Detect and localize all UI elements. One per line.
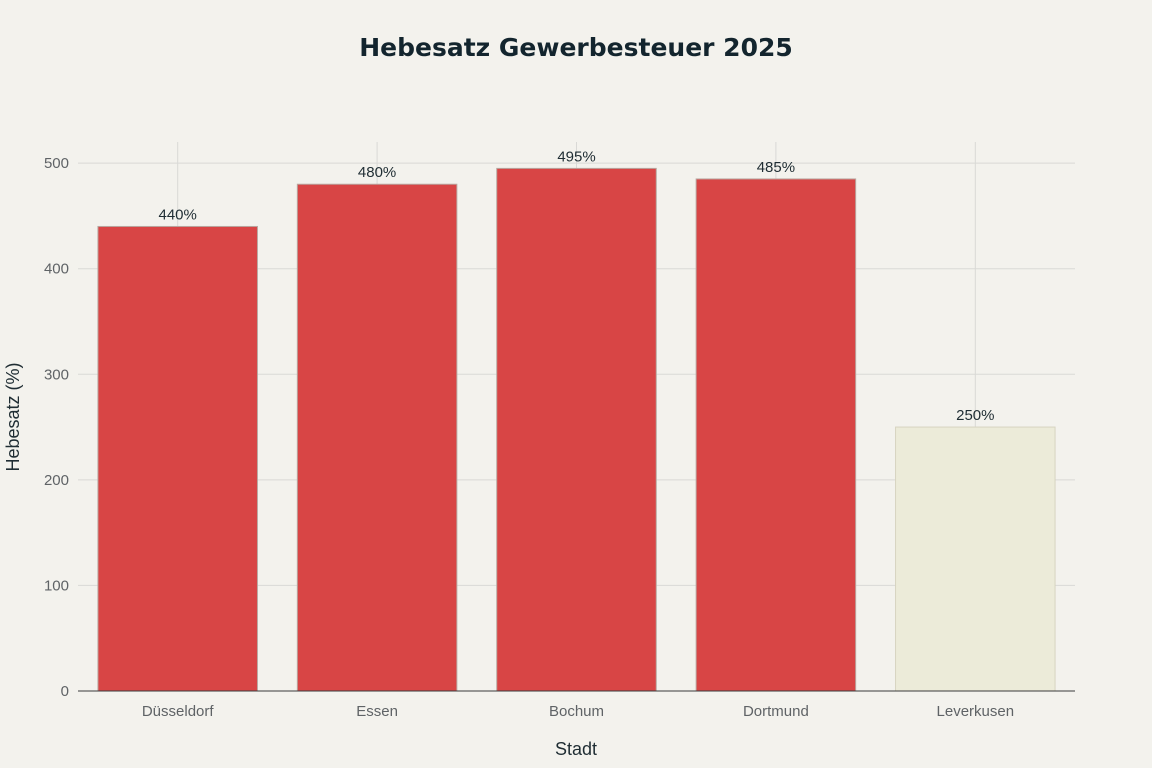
x-tick-label: Düsseldorf	[142, 703, 215, 720]
y-tick-label: 0	[61, 683, 69, 700]
ticks-layer: 0 100 200 300 400 500 Düsseldorf Essen Bochum Dor…	[44, 155, 1014, 720]
y-tick-label: 200	[44, 472, 69, 489]
data-label: 480%	[358, 164, 396, 181]
y-axis-title: Hebesatz (%)	[3, 362, 23, 471]
x-tick-label: Leverkusen	[937, 703, 1015, 720]
x-tick-label: Dortmund	[743, 703, 809, 720]
data-label: 495%	[557, 148, 595, 165]
y-tick-label: 100	[44, 577, 69, 594]
y-tick-label: 400	[44, 261, 69, 278]
y-tick-label: 300	[44, 366, 69, 383]
data-label: 485%	[757, 159, 795, 176]
x-axis-title: Stadt	[555, 739, 597, 759]
x-tick-label: Bochum	[549, 703, 604, 720]
labels-layer: 440% 480% 495% 485% 250%	[159, 148, 995, 424]
bars-layer	[97, 167, 1056, 692]
bar-bochum	[496, 167, 657, 692]
chart-title: Hebesatz Gewerbesteuer 2025	[359, 33, 793, 62]
bar-leverkusen	[895, 426, 1056, 692]
bar-d-sseldorf	[97, 225, 258, 692]
data-label: 250%	[956, 407, 994, 424]
bar-essen	[296, 183, 458, 692]
x-tick-label: Essen	[356, 703, 398, 720]
data-label: 440%	[159, 206, 197, 223]
bar-dortmund	[695, 178, 857, 692]
y-tick-label: 500	[44, 155, 69, 172]
